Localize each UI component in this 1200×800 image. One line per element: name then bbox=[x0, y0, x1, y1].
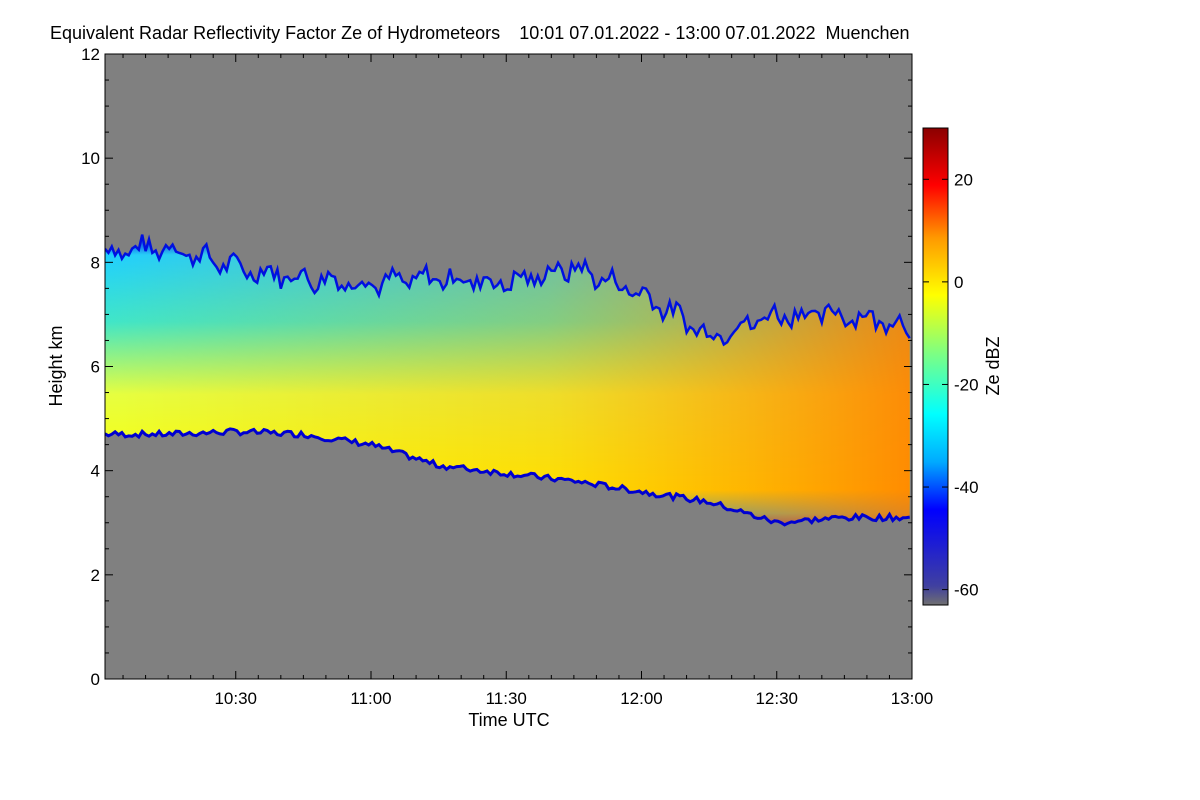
x-tick-label: 12:30 bbox=[755, 689, 798, 708]
y-tick-label: 10 bbox=[81, 149, 100, 168]
colorbar-tick-label: -40 bbox=[954, 478, 979, 497]
y-tick-label: 0 bbox=[91, 670, 100, 689]
colorbar-ticks: 20 0 -20 -40 -60 bbox=[923, 170, 979, 600]
cloud-top-edge bbox=[105, 234, 911, 347]
x-tick-label: 11:00 bbox=[350, 689, 391, 708]
x-axis-label: Time UTC bbox=[468, 710, 549, 730]
y-tick-label: 6 bbox=[91, 358, 100, 377]
y-axis: 0 2 4 6 8 10 12 bbox=[81, 45, 912, 689]
colorbar-tick-label: 20 bbox=[954, 170, 973, 189]
x-tick-label: 12:00 bbox=[620, 689, 663, 708]
x-tick-label: 13:00 bbox=[891, 689, 934, 708]
y-axis-label: Height km bbox=[46, 325, 66, 406]
colorbar bbox=[922, 127, 949, 606]
colorbar-label: Ze dBZ bbox=[983, 336, 1003, 395]
chart-title: Equivalent Radar Reflectivity Factor Ze … bbox=[50, 23, 910, 43]
y-tick-label: 8 bbox=[91, 253, 100, 272]
y-tick-label: 12 bbox=[81, 45, 100, 64]
colorbar-tick-label: -60 bbox=[954, 581, 979, 600]
cloud-base-edge bbox=[105, 427, 910, 527]
x-axis: 10:30 11:00 11:30 12:00 12:30 13:00 bbox=[122, 54, 934, 708]
colorbar-tick-label: 0 bbox=[954, 273, 963, 292]
colorbar-tick-label: -20 bbox=[954, 375, 979, 394]
y-tick-label: 4 bbox=[91, 462, 100, 481]
y-tick-label: 2 bbox=[91, 566, 100, 585]
cloud-warm-core bbox=[105, 234, 910, 525]
x-tick-label: 10:30 bbox=[214, 689, 257, 708]
x-tick-label: 11:30 bbox=[486, 689, 527, 708]
